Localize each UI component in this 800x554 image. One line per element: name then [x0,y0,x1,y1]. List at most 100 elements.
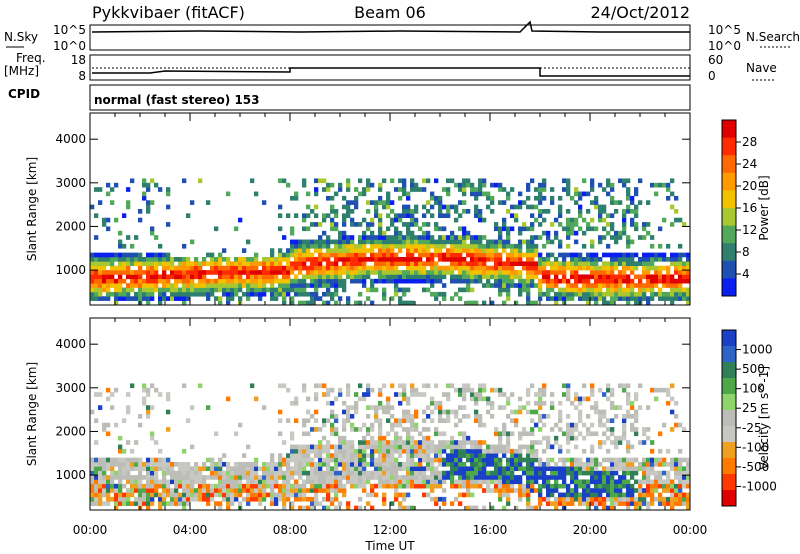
power-cell [234,274,239,280]
velocity-cell [682,479,687,485]
power-cell [306,243,311,249]
power-cell [110,274,115,280]
velocity-cell [190,444,195,450]
velocity-cell [506,457,511,463]
power-cell [658,296,663,301]
velocity-cell [582,462,587,467]
velocity-cell [406,414,411,419]
power-cell [182,270,187,275]
power-cell [526,261,531,267]
power-cell [650,287,655,293]
velocity-cell [530,488,535,493]
power-cell [530,204,535,210]
power-cell [538,209,543,214]
power-cell [150,287,155,293]
velocity-cell [442,444,447,450]
power-cell [178,265,183,271]
power-cell [166,261,171,267]
power-cell [166,296,171,301]
power-cell [222,278,227,284]
power-cell [322,270,327,275]
power-cell [542,274,547,280]
power-cell [190,261,195,267]
velocity-cell [370,448,375,454]
power-cell [558,243,563,249]
velocity-cell [506,414,511,419]
power-cell [474,239,479,245]
power-cell [342,239,347,245]
power-cell [622,287,627,293]
velocity-cell [322,488,327,493]
velocity-cell [682,483,687,489]
velocity-cell [314,466,319,472]
power-cell [250,257,255,262]
power-cell [246,270,251,275]
power-cell [318,178,323,184]
velocity-cell [430,400,435,406]
power-cell [238,287,243,293]
power-cell [394,278,399,284]
power-cell [318,222,323,227]
power-cell [390,274,395,280]
power-cell [374,287,379,293]
power-cell [378,235,383,240]
nave-label: Nave [746,61,777,75]
power-cell [90,274,95,280]
power-cell [570,226,575,232]
power-cell [98,187,103,192]
power-cell [482,265,487,271]
power-cell [274,287,279,293]
power-cell [102,265,107,271]
power-cell [394,239,399,245]
power-cell [618,178,623,184]
power-cell [666,265,671,271]
velocity-cell [346,418,351,424]
velocity-cell [582,466,587,472]
velocity-cell [446,418,451,424]
velocity-cell [594,470,599,476]
power-cell [666,291,671,297]
power-cell [294,239,299,245]
power-cell [618,278,623,284]
velocity-cell [458,387,463,393]
velocity-cell [318,475,323,480]
velocity-cell [626,505,631,511]
velocity-cell [314,453,319,458]
velocity-cell [574,470,579,476]
velocity-cell [486,396,491,402]
power-cell [98,270,103,275]
power-cell [494,248,499,253]
velocity-cell [282,457,287,463]
power-cell [398,257,403,262]
power-cell [670,178,675,184]
power-cell [530,222,535,227]
velocity-cell [630,414,635,419]
velocity-cell [114,475,119,480]
velocity-cell [250,470,255,476]
velocity-cell [370,462,375,467]
velocity-cell [142,466,147,472]
power-cell [394,287,399,293]
velocity-cell [410,483,415,489]
velocity-cell [554,483,559,489]
velocity-cell [498,457,503,463]
velocity-cell [406,466,411,472]
velocity-cell [518,492,523,498]
power-cell [598,182,603,188]
power-cell [214,226,219,232]
velocity-cell [478,418,483,424]
velocity-cell [630,501,635,506]
power-cell [90,283,95,288]
velocity-cell [626,496,631,502]
velocity-cell [298,462,303,467]
power-cell [130,178,135,184]
power-cell [226,287,231,293]
power-cell [462,230,467,236]
velocity-cell [146,387,151,393]
power-cell [362,235,367,240]
power-cell [590,182,595,188]
power-cell [478,252,483,258]
power-cell [618,261,623,267]
power-cell [610,222,615,227]
